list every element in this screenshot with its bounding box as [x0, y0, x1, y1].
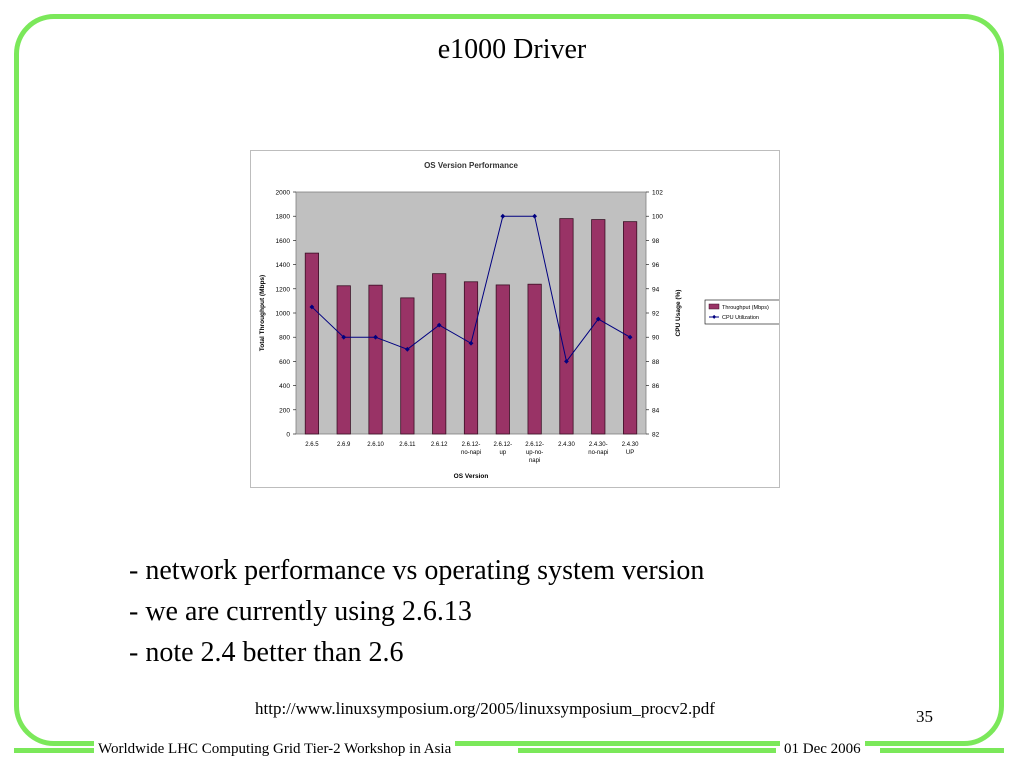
x-tick-label: 2.6.12-: [525, 442, 544, 448]
slide-title: e1000 Driver: [437, 34, 587, 65]
footer-line: [14, 748, 98, 753]
legend-throughput-swatch: [708, 303, 720, 310]
x-axis-title: OS Version: [454, 473, 489, 480]
cpu-utilization-point: [404, 346, 410, 352]
page-number: 35: [916, 707, 933, 726]
x-tick-label: no-napi: [588, 450, 608, 456]
footer-date: 01 Dec 2006: [780, 741, 865, 758]
throughput-bar: [495, 284, 510, 435]
chart-title: OS Version Performance: [424, 161, 518, 170]
slide-frame: [14, 14, 1004, 746]
y-tick-label: 1800: [276, 214, 291, 221]
y-tick-label: 1600: [276, 238, 291, 245]
footer-line: [518, 748, 776, 753]
footer-workshop-name: Worldwide LHC Computing Grid Tier-2 Work…: [94, 741, 456, 758]
cpu-utilization-point: [309, 304, 315, 310]
throughput-bar: [400, 297, 415, 435]
throughput-bar: [591, 219, 606, 435]
y-tick-label: 800: [279, 335, 290, 342]
y2-tick-label: 92: [652, 311, 660, 318]
y2-tick-label: 96: [652, 262, 660, 269]
y2-tick-label: 82: [652, 432, 660, 439]
x-tick-label: no-napi: [461, 450, 481, 456]
throughput-bar: [527, 283, 542, 435]
x-tick-label: up: [499, 450, 506, 456]
throughput-bar: [368, 284, 383, 435]
y2-tick-label: 86: [652, 383, 660, 390]
source-url: http://www.linuxsymposium.org/2005/linux…: [255, 699, 715, 718]
y-axis-title: Total Throughput (Mbps): [259, 275, 266, 351]
x-tick-label: 2.6.10: [367, 442, 384, 448]
bullet-item: - network performance vs operating syste…: [129, 555, 705, 586]
y-tick-label: 600: [279, 359, 290, 366]
x-tick-label: 2.4.30-: [589, 442, 608, 448]
bullet-item: - note 2.4 better than 2.6: [129, 637, 404, 668]
throughput-bar: [623, 221, 638, 435]
os-version-performance-chart: OS Version Performance 0 200 400 600 800 1000 1…: [259, 161, 779, 480]
y-tick-label: 1000: [276, 311, 291, 318]
x-tick-label: 2.4.30: [558, 442, 575, 448]
x-tick-label: UP: [626, 450, 634, 456]
throughput-bar: [463, 281, 479, 435]
y2-tick-label: 94: [652, 286, 660, 293]
x-tick-label: 2.6.11: [399, 442, 416, 448]
x-tick-label: 2.6.12-: [462, 442, 481, 448]
x-tick-label: 2.6.12: [431, 442, 448, 448]
footer-line: [880, 748, 1004, 753]
y2-tick-label: 98: [652, 238, 660, 245]
legend-throughput-label: Throughput (Mbps): [722, 305, 769, 311]
chart-container: OS Version Performance 0 200 400 600 800 1000 1…: [250, 150, 780, 488]
legend-cpu-label: CPU Utilization: [722, 315, 759, 321]
cpu-utilization-point: [436, 322, 442, 328]
x-tick-label: 2.6.9: [337, 442, 351, 448]
cpu-utilization-point: [373, 334, 378, 340]
y2-tick-label: 84: [652, 407, 660, 414]
y-tick-label: 400: [279, 383, 290, 390]
y2-axis-title: CPU Usage (%): [675, 290, 682, 337]
y-tick-label: 200: [279, 407, 290, 414]
throughput-bar: [304, 252, 319, 435]
x-tick-label: 2.4.30: [622, 442, 639, 448]
y2-tick-label: 100: [652, 214, 663, 221]
footer-bar: Worldwide LHC Computing Grid Tier-2 Work…: [0, 738, 1024, 762]
x-tick-label: up-no-: [526, 450, 543, 456]
x-tick-label: napi: [529, 458, 540, 464]
y2-tick-label: 90: [652, 335, 660, 342]
y2-tick-label: 102: [652, 190, 663, 197]
bullet-item: - we are currently using 2.6.13: [129, 596, 472, 627]
x-tick-label: 2.6.5: [305, 442, 319, 448]
y2-tick-label: 88: [652, 359, 660, 366]
throughput-bar: [336, 285, 351, 435]
throughput-bar: [559, 218, 574, 435]
y-tick-label: 1400: [276, 262, 291, 269]
y-tick-label: 1200: [276, 286, 291, 293]
bullet-list: - network performance vs operating syste…: [129, 550, 704, 673]
y-tick-label: 0: [286, 432, 290, 439]
x-tick-label: 2.6.12-: [493, 442, 512, 448]
y-tick-label: 2000: [276, 190, 291, 197]
throughput-bar: [432, 273, 447, 435]
